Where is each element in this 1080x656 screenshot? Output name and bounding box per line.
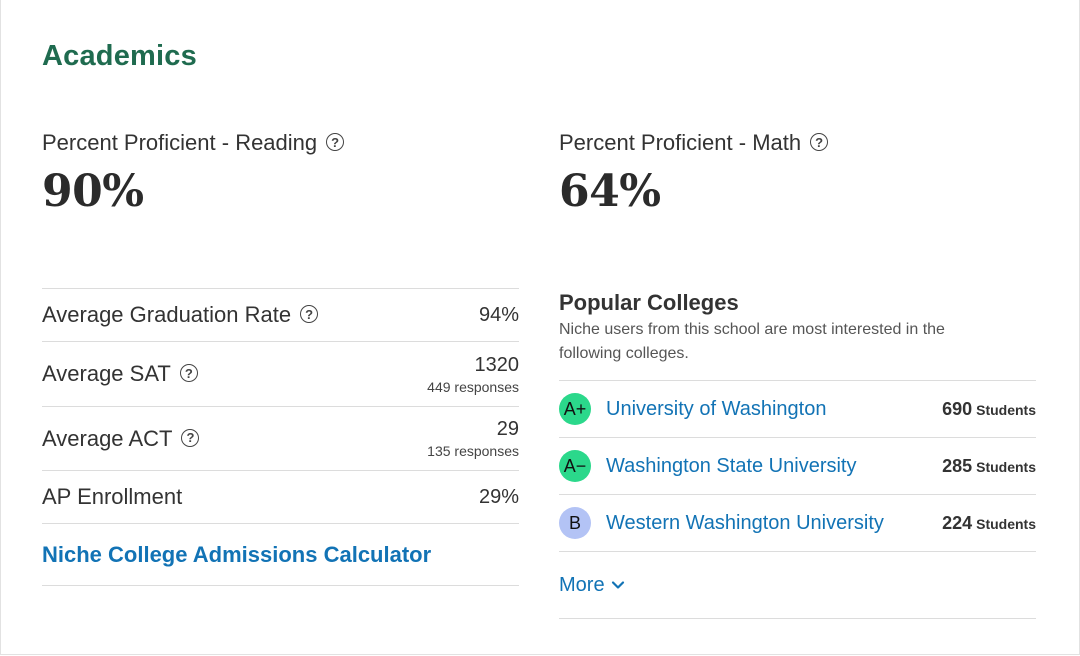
college-row: A+ University of Washington 690 Students: [559, 380, 1036, 437]
student-unit: Students: [976, 401, 1036, 418]
popular-colleges-description: Niche users from this school are most in…: [559, 321, 945, 362]
stat-value: 29%: [478, 485, 519, 508]
reading-value: 90%: [42, 166, 144, 217]
chevron-down-icon: [611, 581, 624, 589]
college-link[interactable]: Western Washington University: [606, 511, 884, 534]
popular-colleges: Popular Colleges Niche users from this s…: [559, 290, 1036, 619]
stat-row-graduation-rate: Average Graduation Rate? 94%: [42, 288, 519, 341]
grade-badge: A+: [559, 393, 591, 425]
math-value: 64%: [559, 166, 661, 217]
reading-proficiency: Percent Proficient - Reading? 90%: [42, 130, 345, 217]
calculator-row: Niche College Admissions Calculator: [42, 523, 519, 585]
popular-colleges-title: Popular Colleges: [559, 290, 739, 315]
response-count: 449 responses: [427, 378, 519, 395]
grade-badge: A−: [559, 450, 591, 482]
divider: [42, 585, 519, 586]
divider: [559, 618, 1036, 619]
stat-row-sat: Average SAT? 1320 449 responses: [42, 341, 519, 406]
help-icon[interactable]: ?: [181, 428, 200, 447]
academic-stats-table: Average Graduation Rate? 94% Average SAT…: [42, 288, 519, 586]
student-unit: Students: [976, 458, 1036, 475]
stat-value: 29: [496, 418, 519, 440]
more-button[interactable]: More: [559, 574, 625, 597]
math-label: Percent Proficient - Math: [559, 130, 802, 155]
stat-label: Average ACT: [42, 425, 173, 451]
help-icon[interactable]: ?: [326, 133, 345, 152]
college-link[interactable]: Washington State University: [606, 454, 857, 477]
student-count: 690: [942, 398, 973, 419]
college-row: B Western Washington University 224 Stude…: [559, 494, 1036, 551]
stat-label: AP Enrollment: [42, 484, 183, 509]
stat-value: 1320: [474, 353, 520, 376]
more-label: More: [559, 573, 605, 596]
help-icon[interactable]: ?: [179, 364, 198, 383]
stat-value: 94%: [478, 303, 519, 326]
college-link[interactable]: University of Washington: [606, 397, 827, 420]
math-proficiency: Percent Proficient - Math? 64%: [559, 130, 829, 217]
stat-row-act: Average ACT? 29 135 responses: [42, 406, 519, 470]
college-row: A− Washington State University 285 Studen…: [559, 437, 1036, 494]
grade-badge: B: [559, 507, 591, 539]
help-icon[interactable]: ?: [300, 305, 319, 324]
student-count: 224: [942, 512, 973, 533]
help-icon[interactable]: ?: [810, 133, 829, 152]
stat-label: Average SAT: [42, 361, 171, 386]
section-title: Academics: [42, 40, 197, 72]
admissions-calculator-link[interactable]: Niche College Admissions Calculator: [42, 541, 432, 567]
reading-label: Percent Proficient - Reading: [42, 130, 318, 155]
student-unit: Students: [976, 515, 1036, 532]
response-count: 135 responses: [427, 443, 519, 459]
stat-row-ap-enrollment: AP Enrollment 29%: [42, 470, 519, 523]
stat-label: Average Graduation Rate: [42, 302, 292, 327]
student-count: 285: [942, 455, 973, 476]
more-row: More: [559, 551, 1036, 618]
